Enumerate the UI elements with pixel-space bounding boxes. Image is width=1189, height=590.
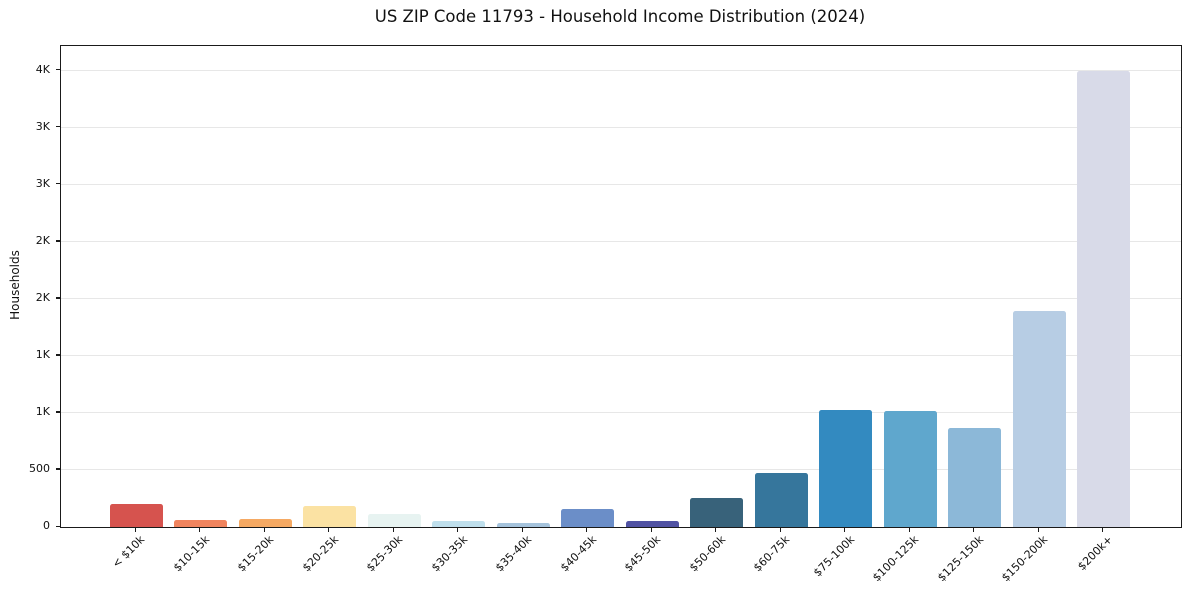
y-tick-label: 2K bbox=[35, 290, 50, 304]
bar-20-25k bbox=[303, 505, 356, 527]
y-tick-mark bbox=[55, 525, 60, 527]
x-tick-mark bbox=[715, 527, 717, 533]
y-tick-mark bbox=[55, 354, 60, 356]
gridline bbox=[61, 184, 1181, 186]
y-tick-mark bbox=[55, 411, 60, 413]
x-tick-mark bbox=[650, 527, 652, 533]
bar-40-45k bbox=[561, 509, 614, 527]
gridline bbox=[61, 70, 1181, 72]
y-tick-mark bbox=[55, 69, 60, 71]
y-tick-mark bbox=[55, 240, 60, 242]
x-tick-mark bbox=[521, 527, 523, 533]
y-tick-label: 4K bbox=[35, 62, 50, 76]
x-tick-mark bbox=[779, 527, 781, 533]
bar-100-125k bbox=[883, 411, 937, 527]
bar-25-30k bbox=[367, 514, 421, 527]
bar-15-20k bbox=[238, 519, 292, 527]
bar-10k bbox=[109, 504, 163, 527]
x-tick-label: < $10k bbox=[109, 533, 148, 571]
x-tick-mark bbox=[263, 527, 265, 533]
y-tick-mark bbox=[55, 126, 60, 128]
y-tick-label: 0 bbox=[43, 519, 50, 532]
bar-60-75k bbox=[754, 473, 808, 527]
x-tick-mark bbox=[586, 527, 588, 533]
x-tick-mark bbox=[1102, 527, 1104, 533]
y-tick-label: 1K bbox=[35, 347, 50, 361]
bar-75-100k bbox=[819, 410, 872, 527]
bar-150-200k bbox=[1012, 311, 1066, 527]
x-tick-mark bbox=[1037, 527, 1039, 533]
y-tick-label: 2K bbox=[35, 233, 50, 247]
y-tick-label: 3K bbox=[35, 119, 50, 133]
x-tick-mark bbox=[392, 527, 394, 533]
bar-35-40k bbox=[496, 523, 550, 527]
chart-title: US ZIP Code 11793 - Household Income Dis… bbox=[374, 7, 866, 26]
gridline bbox=[61, 355, 1181, 357]
plot-area bbox=[60, 45, 1182, 528]
x-tick-mark bbox=[973, 527, 975, 533]
y-tick-mark bbox=[55, 183, 60, 185]
x-tick-mark bbox=[457, 527, 459, 533]
x-tick-mark bbox=[844, 527, 846, 533]
gridline bbox=[61, 241, 1181, 243]
bar-30-35k bbox=[432, 520, 485, 527]
gridline bbox=[61, 298, 1181, 300]
y-tick-mark bbox=[55, 468, 60, 470]
y-tick-label: 500 bbox=[29, 461, 50, 475]
x-tick-mark bbox=[908, 527, 910, 533]
gridline bbox=[61, 469, 1181, 471]
bar-125-150k bbox=[948, 428, 1001, 527]
y-tick-mark bbox=[55, 297, 60, 299]
gridline bbox=[61, 412, 1181, 414]
x-tick-mark bbox=[134, 527, 136, 533]
x-tick-mark bbox=[328, 527, 330, 533]
gridline bbox=[61, 127, 1181, 129]
bar-50-60k bbox=[690, 498, 743, 527]
bar-45-50k bbox=[625, 520, 679, 527]
bar-10-15k bbox=[174, 520, 227, 527]
y-tick-label: 3K bbox=[35, 176, 50, 190]
y-tick-label: 1K bbox=[35, 404, 50, 418]
bar-200k bbox=[1077, 70, 1130, 527]
x-tick-mark bbox=[199, 527, 201, 533]
